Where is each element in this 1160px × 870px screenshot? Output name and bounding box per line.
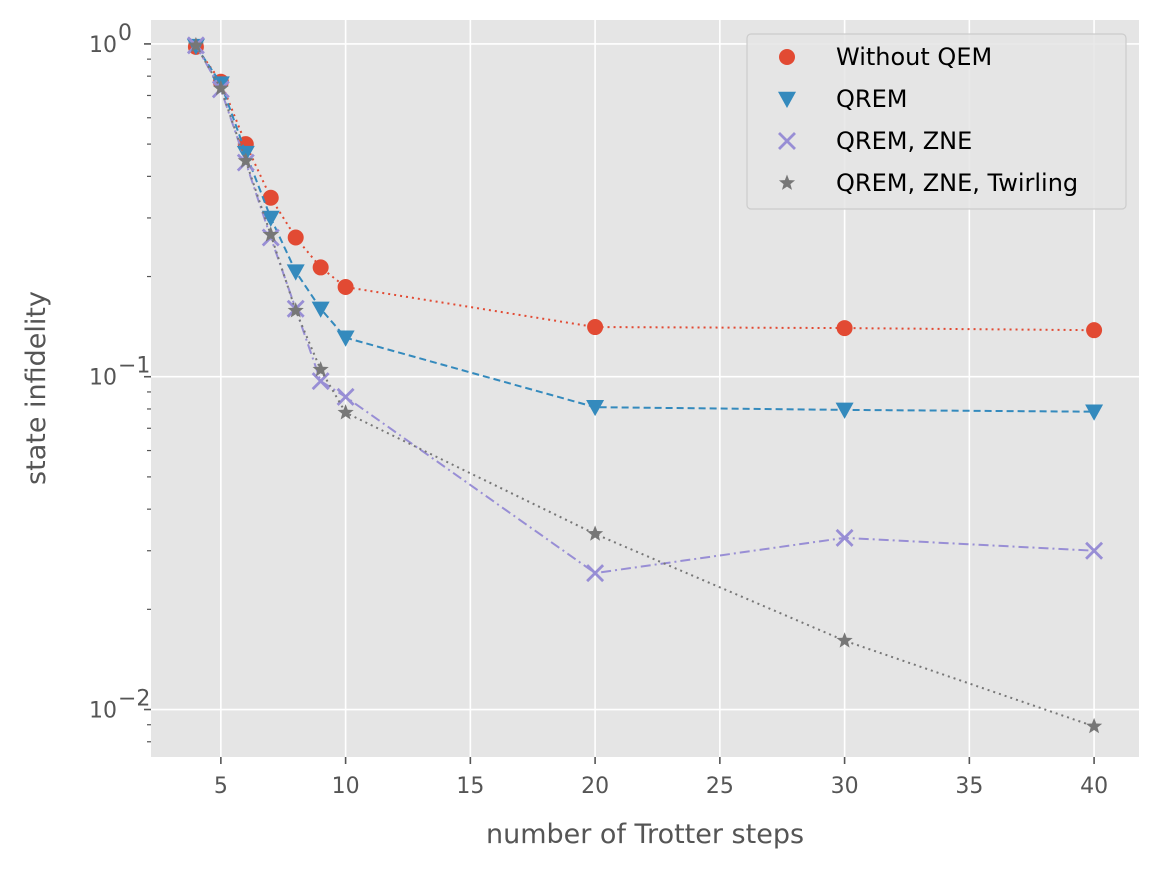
legend-label: QREM, ZNE, Twirling <box>836 169 1078 197</box>
legend-marker <box>778 174 796 190</box>
series-layer <box>186 36 1104 734</box>
x-tick-label: 10 <box>332 774 360 799</box>
legend-marker <box>778 91 796 108</box>
x-tick-label: 20 <box>581 774 609 799</box>
data-point <box>287 229 304 246</box>
data-point <box>586 564 605 583</box>
data-point <box>312 361 329 377</box>
y-tick-label: 10 <box>89 699 117 724</box>
legend-label: QREM <box>836 85 907 113</box>
series-line <box>195 45 1095 413</box>
x-tick-label: 15 <box>456 774 484 799</box>
x-tick-label: 25 <box>706 774 734 799</box>
data-point <box>586 399 605 417</box>
data-point <box>587 525 604 541</box>
data-point <box>835 528 854 547</box>
data-point <box>311 301 330 318</box>
data-point <box>312 259 329 276</box>
data-point <box>336 330 355 347</box>
legend-marker <box>779 49 795 65</box>
data-point <box>212 79 229 96</box>
data-point <box>835 402 854 419</box>
data-point <box>262 226 279 242</box>
legend-label: QREM, ZNE <box>836 127 972 155</box>
series-line <box>195 46 1095 332</box>
data-point <box>187 36 204 53</box>
data-point <box>337 279 354 296</box>
data-point <box>1085 541 1104 560</box>
data-point <box>836 632 853 648</box>
data-point <box>336 387 355 406</box>
y-tick-label: 10 <box>89 366 117 391</box>
y-tick-exponent: −2 <box>118 687 150 712</box>
series-line <box>195 44 1095 575</box>
data-point <box>261 210 280 227</box>
data-point <box>237 152 254 168</box>
data-point <box>1086 717 1103 734</box>
series-line <box>195 44 1095 728</box>
data-point <box>262 189 279 206</box>
series-4 <box>187 36 1103 734</box>
y-tick-exponent: 0 <box>118 21 132 46</box>
legend-frame <box>746 33 1127 210</box>
legend-marker <box>778 132 796 150</box>
legend-label: Without QEM <box>836 43 992 71</box>
x-tick-label: 40 <box>1080 774 1108 799</box>
data-point <box>1085 404 1104 421</box>
x-tick-label: 5 <box>214 774 228 799</box>
y-tick-label: 10 <box>89 33 117 58</box>
x-tick-label: 35 <box>955 774 983 799</box>
data-point <box>587 319 604 336</box>
legend: Without QEM QREM QREM, ZNE QREM, ZNE, Twirl… <box>746 33 1127 210</box>
x-tick-label: 30 <box>831 774 859 799</box>
data-point <box>836 320 853 337</box>
y-tick-exponent: −1 <box>118 354 150 379</box>
data-point <box>1086 322 1103 339</box>
data-point <box>287 302 304 318</box>
y-axis-label: state infidelity <box>21 291 52 485</box>
x-axis-label: number of Trotter steps <box>486 819 804 850</box>
data-point <box>286 264 305 281</box>
data-point <box>311 372 330 391</box>
data-point <box>337 404 354 420</box>
